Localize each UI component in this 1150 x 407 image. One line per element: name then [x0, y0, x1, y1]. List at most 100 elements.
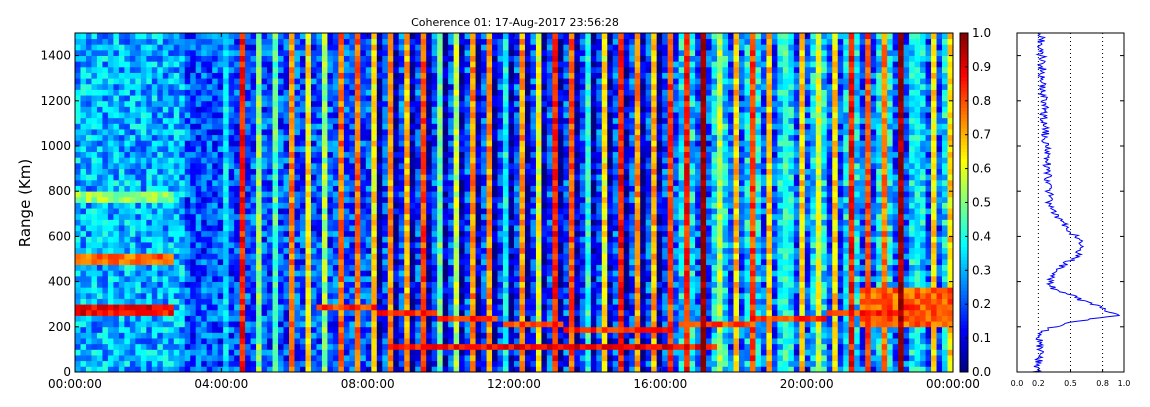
heatmap-cell: [415, 349, 422, 356]
heatmap-cell: [157, 38, 164, 45]
heatmap-cell: [519, 236, 526, 243]
heatmap-cell: [299, 196, 306, 203]
heatmap-cell: [492, 225, 498, 232]
heatmap-cell: [256, 219, 262, 226]
heatmap-cell: [354, 151, 361, 158]
heatmap-cell: [393, 49, 400, 56]
heatmap-cell: [118, 202, 125, 209]
heatmap-cell: [453, 287, 460, 294]
heatmap-cell: [371, 321, 378, 328]
heatmap-cell: [157, 179, 164, 186]
heatmap-cell: [212, 95, 219, 102]
heatmap-cell: [162, 117, 169, 124]
heatmap-cell: [289, 129, 295, 136]
heatmap-cell: [327, 253, 334, 260]
heatmap-cell: [190, 33, 197, 40]
heatmap-cell: [135, 112, 142, 119]
heatmap-cell: [475, 89, 482, 96]
heatmap-cell: [195, 117, 202, 124]
heatmap-cell: [316, 140, 323, 147]
heatmap-cell: [486, 89, 493, 96]
heatmap-cell: [228, 146, 235, 153]
heatmap-cell: [382, 338, 389, 345]
heatmap-cell: [338, 208, 345, 215]
heatmap-cell: [184, 179, 191, 186]
heatmap-cell: [179, 134, 186, 141]
heatmap-cell: [393, 38, 400, 45]
heatmap-cell: [393, 326, 400, 333]
heatmap-cell: [146, 129, 153, 136]
heatmap-cell: [239, 360, 246, 367]
heatmap-cell: [151, 309, 158, 316]
heatmap-cell: [420, 366, 427, 373]
heatmap-cell: [80, 117, 87, 124]
heatmap-cell: [442, 304, 449, 311]
heatmap-cell: [327, 151, 334, 158]
heatmap-cell: [135, 275, 142, 282]
heatmap-cell: [201, 225, 208, 232]
heatmap-cell: [299, 49, 306, 56]
heatmap-cell: [212, 259, 219, 266]
heatmap-cell: [245, 259, 251, 266]
heatmap-cell: [102, 219, 109, 226]
heatmap-cell: [201, 259, 208, 266]
heatmap-cell: [448, 100, 455, 107]
heatmap-cell: [415, 134, 422, 141]
heatmap-cell: [481, 174, 487, 181]
heatmap-cell: [217, 309, 224, 316]
heatmap-cell: [206, 332, 213, 339]
heatmap-cell: [250, 247, 257, 254]
heatmap-cell: [294, 315, 301, 322]
heatmap-cell: [437, 326, 444, 333]
heatmap-cell: [503, 49, 509, 56]
heatmap-cell: [376, 33, 383, 40]
heatmap-cell: [212, 61, 219, 68]
heatmap-cell: [453, 61, 460, 68]
heatmap-cell: [129, 219, 136, 226]
heatmap-cell: [310, 89, 317, 96]
heatmap-cell: [305, 196, 312, 203]
heatmap-cell: [91, 89, 98, 96]
heatmap-cell: [173, 106, 180, 113]
heatmap-cell: [91, 355, 98, 362]
heatmap-cell: [459, 202, 466, 209]
heatmap-cell: [294, 157, 301, 164]
heatmap-cell: [398, 242, 405, 249]
heatmap-cell: [453, 230, 460, 237]
heatmap-cell: [107, 253, 114, 260]
heatmap-cell: [75, 49, 81, 56]
heatmap-cell: [519, 304, 526, 311]
heatmap-cell: [234, 185, 241, 192]
heatmap-cell: [283, 225, 290, 232]
heatmap-cell: [289, 151, 295, 158]
heatmap-cell: [113, 309, 120, 316]
heatmap-cell: [278, 117, 284, 124]
heatmap-cell: [173, 44, 180, 51]
heatmap-cell: [343, 208, 350, 215]
heatmap-cell: [343, 134, 350, 141]
heatmap-cell: [124, 55, 131, 62]
heatmap-cell: [382, 179, 389, 186]
heatmap-cell: [492, 78, 498, 85]
heatmap-cell: [212, 140, 219, 147]
heatmap-cell: [80, 349, 87, 356]
heatmap-cell: [343, 264, 350, 271]
heatmap-cell: [503, 185, 509, 192]
heatmap-cell: [497, 292, 504, 299]
heatmap-cell: [140, 275, 147, 282]
heatmap-cell: [91, 151, 98, 158]
heatmap-cell: [201, 355, 208, 362]
heatmap-cell: [299, 66, 306, 73]
heatmap-cell: [75, 33, 81, 40]
heatmap-cell: [124, 117, 131, 124]
heatmap-cell: [299, 287, 306, 294]
heatmap-cell: [168, 179, 175, 186]
heatmap-cell: [96, 366, 103, 373]
heatmap-cell: [442, 44, 449, 51]
heatmap-cell: [360, 44, 367, 51]
heatmap-cell: [327, 281, 334, 288]
heatmap-cell: [486, 219, 493, 226]
heatmap-cell: [201, 275, 208, 282]
heatmap-cell: [376, 146, 383, 153]
heatmap-cell: [261, 349, 268, 356]
